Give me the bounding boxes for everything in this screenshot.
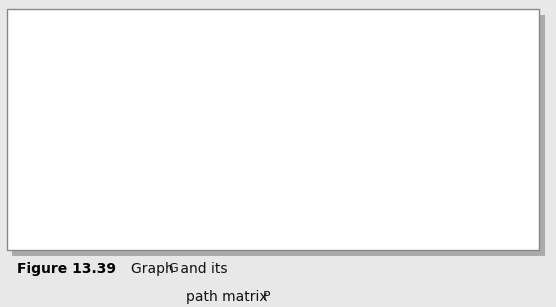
Text: B: B xyxy=(359,97,371,112)
Text: 0: 0 xyxy=(464,172,475,187)
Text: 0: 0 xyxy=(388,97,398,112)
Text: C: C xyxy=(91,164,103,182)
Ellipse shape xyxy=(63,149,132,197)
Text: ): ) xyxy=(510,92,535,154)
Text: 1: 1 xyxy=(464,97,475,112)
Text: 0: 0 xyxy=(503,172,513,187)
Text: Figure 13.39: Figure 13.39 xyxy=(17,262,116,277)
Text: A: A xyxy=(387,26,399,41)
Text: A: A xyxy=(91,68,103,86)
Text: 1: 1 xyxy=(426,172,436,187)
Text: C: C xyxy=(464,26,475,41)
Text: Graph: Graph xyxy=(131,262,178,277)
Ellipse shape xyxy=(63,52,132,101)
Text: B: B xyxy=(251,68,264,86)
Text: 1: 1 xyxy=(426,60,436,75)
Text: 0: 0 xyxy=(464,134,475,149)
Text: and its: and its xyxy=(176,262,227,277)
Text: C: C xyxy=(360,134,371,149)
Ellipse shape xyxy=(222,52,292,101)
Text: 1: 1 xyxy=(464,60,475,75)
Text: D: D xyxy=(359,172,371,187)
Text: 0: 0 xyxy=(426,97,436,112)
Text: D: D xyxy=(502,26,514,41)
Ellipse shape xyxy=(222,149,292,197)
Text: B: B xyxy=(425,26,437,41)
Text: A: A xyxy=(359,60,371,75)
Text: 1: 1 xyxy=(503,97,513,112)
Text: 0: 0 xyxy=(503,60,513,75)
Text: 1: 1 xyxy=(388,172,398,187)
Text: 0: 0 xyxy=(426,134,436,149)
Text: D: D xyxy=(250,164,264,182)
Text: P: P xyxy=(262,290,270,303)
Text: (: ( xyxy=(366,92,391,154)
Text: 0: 0 xyxy=(388,134,398,149)
Text: 0: 0 xyxy=(388,60,398,75)
Text: 1: 1 xyxy=(503,134,513,149)
Text: path matrix: path matrix xyxy=(186,290,272,304)
Text: G: G xyxy=(168,262,178,275)
